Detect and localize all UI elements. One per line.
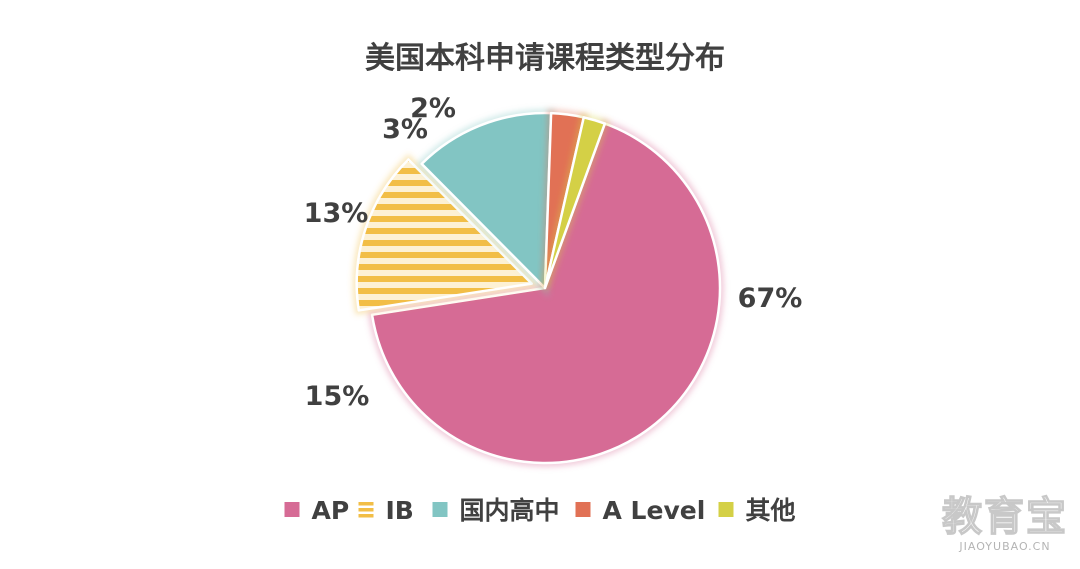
data-label-cat-5: 2% [410,93,456,124]
pie-slices [352,108,724,467]
watermark: 教育宝 JIAOYUBAO.CN [941,493,1068,553]
legend-label-a-level: A Level [603,496,706,525]
legend-label-ap: AP [312,496,350,525]
data-label-a-level: 3% [382,114,428,145]
data-labels: 67% 15% 13% 3%2% [304,93,803,412]
legend-marker-cat-5 [718,502,734,517]
watermark-brand: 教育宝 [942,494,1068,540]
legend-label-cat-5: 其他 [746,496,796,525]
legend-marker-a-level [575,502,591,517]
pie-slice-ib [355,158,533,312]
legend-item-ap: AP [284,496,350,525]
legend-item-ib: IB [358,496,414,525]
legend-label-ib: IB [386,496,414,525]
legend-marker-ap [284,502,300,517]
legend-item-cat-3: 国内高中 [432,496,560,525]
legend: AP IB 国内高中 A Level 其他 [284,496,796,525]
legend-item-a-level: A Level [575,496,706,525]
data-label-cat-3: 13% [304,198,369,229]
pie-slice-cat-3 [420,111,553,290]
legend-marker-cat-3 [432,502,448,517]
legend-item-cat-5: 其他 [718,496,796,525]
chart-title: 美国本科申请课程类型分布 [365,41,725,76]
data-label-ap: 67% [738,283,803,314]
pie-slice-cat-5 [543,116,607,290]
legend-label-cat-3: 国内高中 [460,496,560,525]
data-label-ib: 15% [305,381,370,412]
watermark-url: JIAOYUBAO.CN [958,540,1050,553]
legend-marker-ib [358,502,374,518]
